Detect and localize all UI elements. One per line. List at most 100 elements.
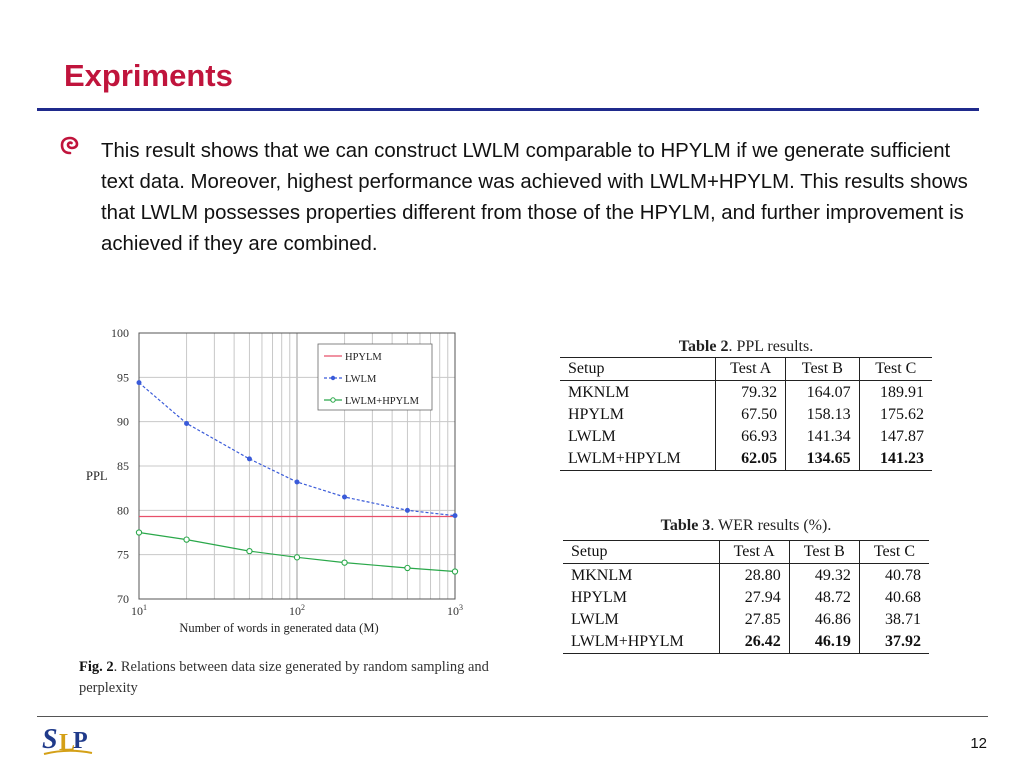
table-cell: 66.93 [715,426,787,448]
legend-marker [330,375,336,381]
svg-text:S: S [42,724,58,755]
ppl-line-chart: 70 75 80 85 90 95 100 101 102 103 Number of words … [86,326,463,635]
chart-series [135,380,459,575]
table-cell: 141.34 [785,426,860,448]
table-cell: 67.50 [715,404,787,426]
slp-logo: S L P [42,724,93,756]
title-divider [37,108,979,111]
y-tick-label: 100 [111,326,129,340]
figure-caption-label: Fig. 2 [79,659,114,675]
bullet-swirl-icon [60,136,79,155]
data-point [294,479,300,485]
data-point [404,507,410,513]
legend-label: LWLM [345,374,377,385]
table-cell: 40.78 [885,567,921,584]
table-row: MKNLM 28.80 49.32 40.78 [563,563,929,587]
table-header-cell: Test B [785,357,860,381]
table2-caption-label: Table 2 [678,338,729,355]
table-cell: 38.71 [885,611,921,628]
data-point [136,380,142,386]
table-header-cell: Test B [789,540,860,564]
legend-box [317,343,433,411]
svg-text:P: P [73,728,88,754]
data-point [246,456,252,462]
y-tick-label: 75 [117,548,129,562]
page-number: 12 [970,735,987,752]
chart-legend: HPYLM LWLM LWLM+HPYLM [317,343,433,411]
table-row: LWLM 66.93 141.34 147.87 [560,426,932,448]
data-point [404,564,411,572]
plot-frame [138,332,456,600]
table3-caption-text: . WER results (%). [710,517,832,534]
table-cell: 27.94 [719,587,790,609]
chart-axes: 70 75 80 85 90 95 100 101 102 103 Number of words … [86,326,463,635]
table-header-cell: Setup [560,357,717,381]
table-cell: 62.05 [715,448,787,471]
table-cell: 158.13 [785,404,860,426]
table-cell: 26.42 [719,631,790,654]
table-row: LWLM+HPYLM 62.05 134.65 141.23 [560,448,932,471]
table-cell: LWLM [563,609,720,631]
table-cell: 164.07 [785,380,860,404]
table-header-cell: Test C [859,540,929,564]
table-header-cell: Setup [563,540,720,564]
table-cell: 37.92 [859,631,929,654]
table-cell: 48.72 [789,587,860,609]
x-axis-label: Number of words in generated data (M) [179,621,378,635]
data-point [135,529,143,536]
table-row: LWLM+HPYLM 26.42 46.19 37.92 [563,631,929,654]
table-cell: HPYLM [560,404,717,426]
figure-caption: Fig. 2. Relations between data size gene… [79,657,499,699]
table-header-row: Setup Test A Test B Test C [563,540,929,564]
svg-text:L: L [59,730,75,756]
table-cell: 175.62 [880,406,924,423]
table-cell: MKNLM [563,563,720,587]
data-point [246,547,253,555]
table-cell: 147.87 [880,428,924,445]
footer-divider [37,716,988,717]
y-tick-label: 95 [117,370,129,384]
legend-label: HPYLM [345,352,382,363]
wer-results-table: Setup Test A Test B Test C MKNLM 28.80 49.32 40… [563,540,929,654]
table2-caption: Table 2. PPL results. [560,338,932,356]
legend-marker [330,397,336,403]
table-header-row: Setup Test A Test B Test C [560,357,932,381]
x-tick-label: 102 [289,603,305,618]
y-tick-label: 85 [117,459,129,473]
table-cell: 49.32 [789,563,860,587]
table3-caption-label: Table 3 [660,517,711,534]
y-axis-label: PPL [86,469,108,483]
table-cell: 46.19 [789,631,860,654]
table2-caption-text: . PPL results. [728,338,814,355]
table-cell: 46.86 [789,609,860,631]
table-row: MKNLM 79.32 164.07 189.91 [560,380,932,404]
data-point [342,494,348,500]
table-cell: 134.65 [785,448,860,471]
table-row: LWLM 27.85 46.86 38.71 [563,609,929,631]
bullet-text: This result shows that we can construct … [101,140,968,255]
table-header-cell: Test A [719,540,790,564]
table-row: HPYLM 27.94 48.72 40.68 [563,587,929,609]
figure-caption-text: . Relations between data size generated … [79,659,489,696]
slide-title: Expriments [64,58,233,93]
x-tick-label: 103 [447,603,463,618]
data-point [183,536,190,543]
ppl-results-table: Setup Test A Test B Test C MKNLM 79.32 164.07 1… [560,357,932,471]
data-point [451,568,459,575]
y-tick-label: 70 [117,592,129,606]
table-cell: LWLM+HPYLM [563,631,720,654]
table-cell: HPYLM [563,587,720,609]
table-cell: 141.23 [859,448,932,471]
legend-label: LWLM+HPYLM [345,396,420,407]
table-row: HPYLM 67.50 158.13 175.62 [560,404,932,426]
table-header-cell: Test A [715,357,787,381]
x-tick-label: 101 [131,603,147,618]
table-cell: 28.80 [719,563,790,587]
data-point [293,554,301,561]
table-cell: LWLM+HPYLM [560,448,717,471]
data-point [184,420,190,426]
y-tick-label: 80 [117,503,129,517]
data-point [452,513,458,519]
table-cell: 79.32 [715,380,787,404]
table3-caption: Table 3. WER results (%). [563,517,929,535]
